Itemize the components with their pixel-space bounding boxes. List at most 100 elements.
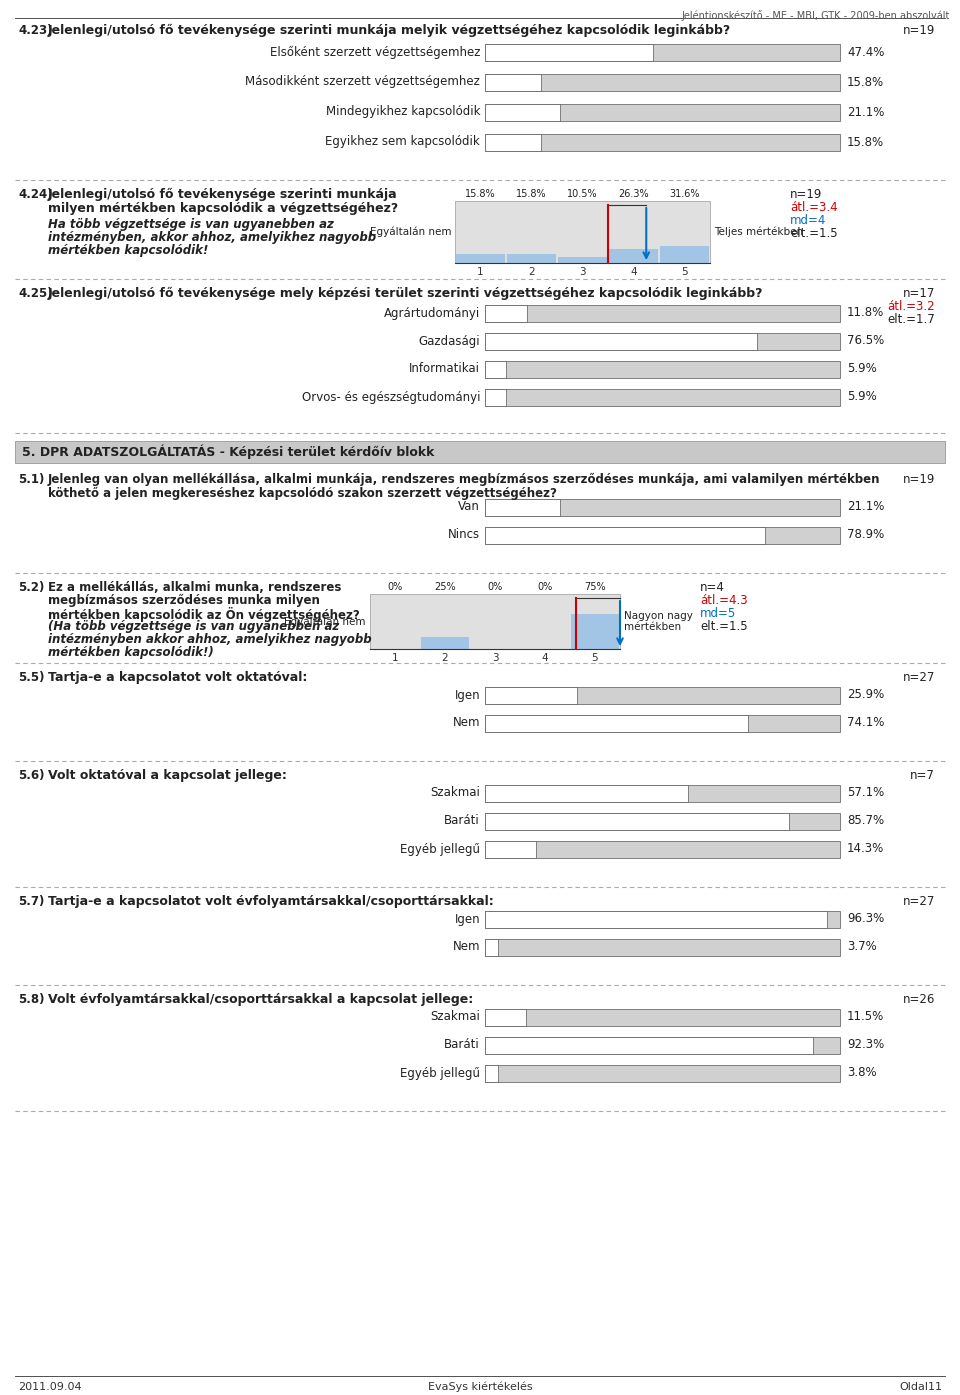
Text: 5.7): 5.7) [18,896,44,908]
Bar [485,939,840,956]
Text: Volt oktatóval a kapcsolat jellege:: Volt oktatóval a kapcsolat jellege: [48,769,287,783]
Bar [485,103,840,120]
Text: 15.8%: 15.8% [847,75,884,88]
Text: 5. DPR ADATSZOLGÁLTATÁS - Képzési terület kérdőív blokk: 5. DPR ADATSZOLGÁLTATÁS - Képzési terüle… [22,445,434,459]
Text: Szakmai: Szakmai [430,1010,480,1024]
Text: md=4: md=4 [790,213,827,227]
Text: Oldal11: Oldal11 [899,1382,942,1392]
Text: Elsőként szerzett végzettségemhez: Elsőként szerzett végzettségemhez [270,46,480,59]
Text: n=27: n=27 [902,896,935,908]
Bar [370,594,620,649]
Bar [485,686,577,703]
Text: Volt évfolyamtársakkal/csoporttársakkal a kapcsolat jellege:: Volt évfolyamtársakkal/csoporttársakkal … [48,993,473,1006]
Text: n=27: n=27 [902,671,935,684]
Text: 11.5%: 11.5% [847,1010,884,1024]
Bar [571,614,619,649]
Bar [660,246,709,264]
Text: 5: 5 [591,653,598,663]
Text: Jelenleg van olyan mellékállása, alkalmi munkája, rendszeres megbízmásos szerződ: Jelenleg van olyan mellékállása, alkalmi… [48,473,880,485]
Text: 10.5%: 10.5% [567,188,598,199]
Bar [485,812,789,830]
Bar [485,332,756,350]
Bar [485,686,840,703]
Text: átl.=3.4: átl.=3.4 [790,201,838,213]
Text: megbízmásos szerződéses munka milyen: megbízmásos szerződéses munka milyen [48,594,320,607]
Bar [485,388,840,406]
Bar [485,43,653,60]
Text: intézményben, akkor ahhoz, amelyikhez nagyobb: intézményben, akkor ahhoz, amelyikhez na… [48,232,376,244]
Text: Nincs: Nincs [448,529,480,541]
Text: 5.6): 5.6) [18,769,44,783]
Bar [485,911,827,928]
Bar [485,360,840,378]
Bar [507,254,556,264]
Text: 3.8%: 3.8% [847,1067,876,1080]
Text: 31.6%: 31.6% [669,188,700,199]
Text: 1: 1 [477,266,484,278]
Text: elt.=1.5: elt.=1.5 [700,619,748,633]
Text: Egyéb jellegű: Egyéb jellegű [400,1067,480,1080]
Bar [485,332,840,350]
Text: Ez a mellékállás, alkalmi munka, rendszeres: Ez a mellékállás, alkalmi munka, rendsze… [48,580,342,594]
Text: elt.=1.5: elt.=1.5 [790,227,838,240]
Text: 26.3%: 26.3% [618,188,649,199]
Text: köthető a jelen megkereséshez kapcsolódó szakon szerzett végzettségéhez?: köthető a jelen megkereséshez kapcsolódó… [48,487,557,501]
Bar [485,134,541,151]
Text: 4.25): 4.25) [18,287,53,300]
Text: mértékben kapcsolódik az Ön végzettségéhez?: mértékben kapcsolódik az Ön végzettségéh… [48,607,360,622]
Text: Egyáltalán nem: Egyáltalán nem [370,227,451,237]
Bar [485,360,506,378]
Bar [485,1064,840,1081]
Bar [485,1036,813,1053]
Text: 15.8%: 15.8% [847,135,884,148]
Text: n=19: n=19 [902,24,935,38]
Text: 2011.09.04: 2011.09.04 [18,1382,82,1392]
Bar [485,388,506,406]
Text: Jelenlegi/utolsó fő tevékenysége szerinti munkája melyik végzettségéhez kapcsoló: Jelenlegi/utolsó fő tevékenysége szerint… [48,24,732,38]
Text: 25.9%: 25.9% [847,689,884,702]
Bar [485,841,536,858]
Text: Jeléntionskészítő - ME - MBI, GTK - 2009-ben abszolvált: Jeléntionskészítő - ME - MBI, GTK - 2009… [682,10,950,21]
Text: md=5: md=5 [700,607,736,619]
Bar [485,784,687,802]
Text: intézményben akkor ahhoz, amelyikhez nagyobb: intézményben akkor ahhoz, amelyikhez nag… [48,633,372,646]
Text: Ha több végzettsége is van ugyanebben az: Ha több végzettsége is van ugyanebben az [48,218,334,232]
Text: 0%: 0% [538,582,553,591]
Text: átl.=4.3: átl.=4.3 [700,594,748,607]
Text: Mindegyikhez kapcsolódik: Mindegyikhez kapcsolódik [325,106,480,119]
Text: 5.2): 5.2) [18,580,44,594]
Text: Egyikhez sem kapcsolódik: Egyikhez sem kapcsolódik [325,135,480,148]
Text: 3: 3 [579,266,586,278]
Text: Nem: Nem [452,940,480,954]
Bar [485,498,840,516]
Bar [485,812,840,830]
Text: milyen mértékben kapcsolódik a végzettségéhez?: milyen mértékben kapcsolódik a végzettsé… [48,202,398,215]
Text: Egyéb jellegű: Egyéb jellegű [400,843,480,855]
Bar [485,304,527,321]
Text: 4: 4 [630,266,636,278]
Text: 15.8%: 15.8% [466,188,495,199]
Text: Informatikai: Informatikai [409,363,480,375]
Text: n=17: n=17 [902,287,935,300]
Text: 11.8%: 11.8% [847,307,884,319]
Bar [485,526,840,544]
Bar [485,74,541,91]
Text: 0%: 0% [488,582,503,591]
Text: Igen: Igen [454,689,480,702]
Text: Szakmai: Szakmai [430,787,480,799]
Bar [485,1036,840,1053]
Text: n=4: n=4 [700,580,725,594]
Bar [485,714,748,731]
Text: 1: 1 [392,653,398,663]
Text: 5: 5 [682,266,687,278]
Text: Agrártudományi: Agrártudományi [384,307,480,319]
Text: Egyáltalán nem: Egyáltalán nem [284,617,366,626]
Text: 5.9%: 5.9% [847,363,876,375]
Text: mértékben kapcsolódik!): mértékben kapcsolódik!) [48,646,214,658]
Text: Gazdasági: Gazdasági [419,335,480,347]
Text: elt.=1.7: elt.=1.7 [887,312,935,326]
Text: n=19: n=19 [902,473,935,485]
Text: 4.23): 4.23) [18,24,53,38]
Text: Baráti: Baráti [444,1038,480,1052]
Text: Teljes mértékben: Teljes mértékben [714,227,804,237]
